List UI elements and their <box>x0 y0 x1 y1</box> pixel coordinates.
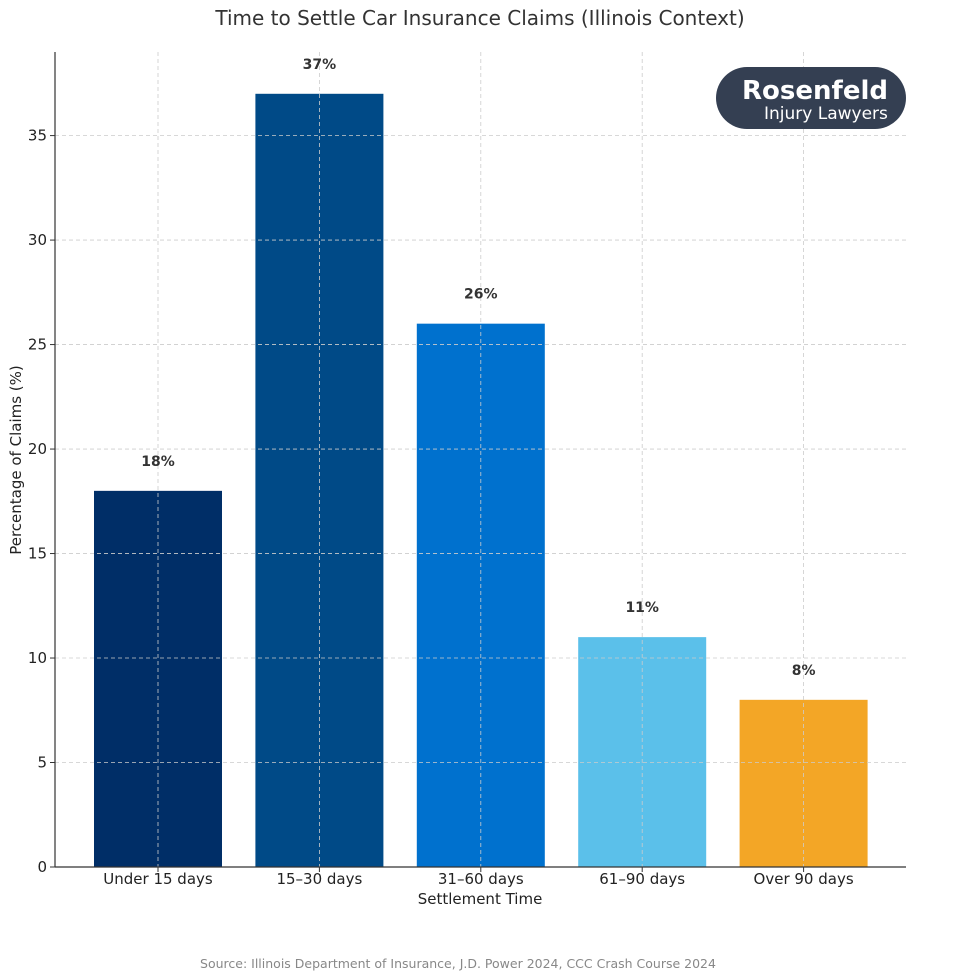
y-tick-label: 30 <box>28 231 47 249</box>
data-labels: 18% 37% 26% 11% 8% <box>141 57 815 679</box>
bar-value-label: 11% <box>625 600 659 616</box>
bar-value-label: 18% <box>141 454 175 470</box>
bar-value-label: 26% <box>464 287 498 303</box>
bar-value-label: 8% <box>792 663 816 679</box>
x-axis-label: Settlement Time <box>418 890 543 908</box>
bar-value-label: 37% <box>303 57 337 73</box>
source-note: Source: Illinois Department of Insurance… <box>200 956 716 971</box>
y-tick-label: 20 <box>28 440 47 458</box>
y-tick-label: 15 <box>28 545 47 563</box>
y-axis-label: Percentage of Claims (%) <box>7 365 25 555</box>
x-ticks: Under 15 days 15–30 days 31–60 days 61–90 d… <box>103 867 854 888</box>
x-tick-label: 15–30 days <box>276 870 362 888</box>
company-logo: Rosenfeld Injury Lawyers <box>716 67 906 129</box>
gridlines <box>55 52 906 867</box>
logo-subtitle-text: Injury Lawyers <box>764 104 888 124</box>
x-tick-label: Over 90 days <box>754 870 854 888</box>
y-ticks: 0 5 10 15 20 25 30 35 <box>28 127 55 876</box>
x-tick-label: 61–90 days <box>599 870 685 888</box>
chart-title: Time to Settle Car Insurance Claims (Ill… <box>214 6 744 30</box>
logo-badge-background <box>716 67 906 129</box>
logo-brand-text: Rosenfeld <box>742 76 888 106</box>
y-tick-label: 25 <box>28 336 47 354</box>
y-tick-label: 0 <box>37 858 47 876</box>
y-tick-label: 35 <box>28 127 47 145</box>
x-tick-label: 31–60 days <box>438 870 524 888</box>
y-tick-label: 5 <box>37 754 47 772</box>
x-tick-label: Under 15 days <box>103 870 213 888</box>
y-tick-label: 10 <box>28 649 47 667</box>
